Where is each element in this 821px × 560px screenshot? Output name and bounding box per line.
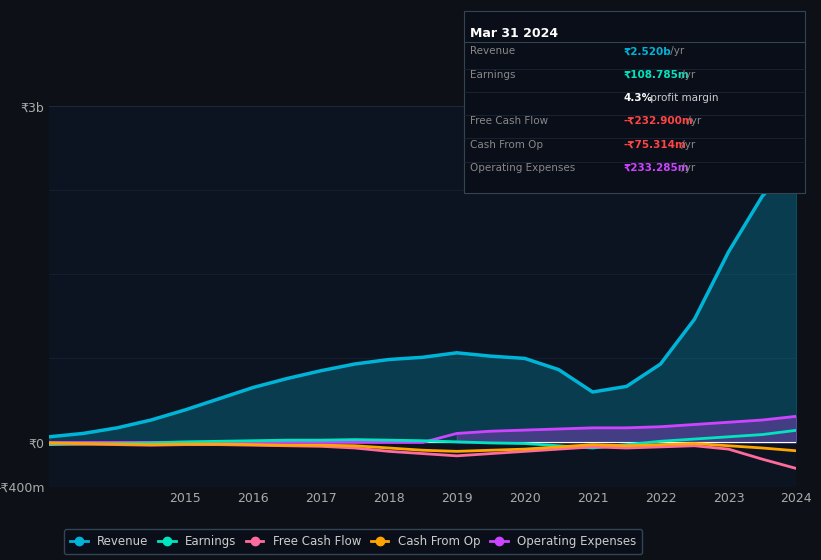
Text: /yr: /yr (667, 46, 685, 57)
Text: /yr: /yr (678, 163, 695, 173)
Text: /yr: /yr (678, 139, 695, 150)
Text: -₹75.314m: -₹75.314m (624, 139, 687, 150)
Text: /yr: /yr (684, 116, 701, 126)
Text: Mar 31 2024: Mar 31 2024 (470, 27, 558, 40)
Text: Revenue: Revenue (470, 46, 516, 57)
Text: Cash From Op: Cash From Op (470, 139, 544, 150)
Text: profit margin: profit margin (647, 93, 718, 103)
Text: /yr: /yr (678, 70, 695, 80)
Text: ₹233.285m: ₹233.285m (624, 163, 690, 173)
Text: Operating Expenses: Operating Expenses (470, 163, 576, 173)
Legend: Revenue, Earnings, Free Cash Flow, Cash From Op, Operating Expenses: Revenue, Earnings, Free Cash Flow, Cash … (64, 529, 642, 554)
Text: Free Cash Flow: Free Cash Flow (470, 116, 548, 126)
Text: Earnings: Earnings (470, 70, 516, 80)
Text: ₹2.520b: ₹2.520b (624, 46, 672, 57)
Text: 4.3%: 4.3% (624, 93, 653, 103)
Text: ₹108.785m: ₹108.785m (624, 70, 690, 80)
Text: -₹232.900m: -₹232.900m (624, 116, 694, 126)
